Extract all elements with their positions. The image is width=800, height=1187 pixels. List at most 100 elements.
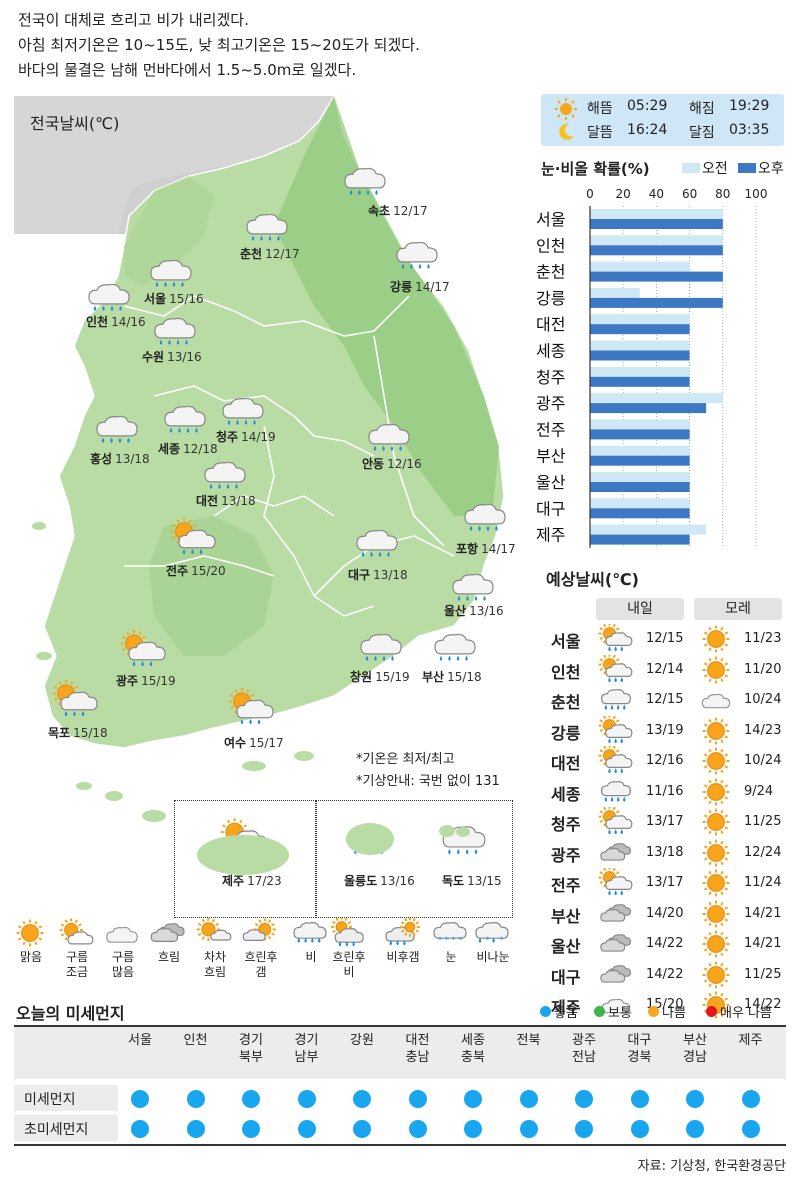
rain-icon [460,498,510,544]
partly-cloudy-rain-icon [118,630,168,676]
forecast-city: 청주 [551,815,581,834]
overcast-icon [598,899,634,933]
forecast-tomorrow-temp: 13/19 [646,722,684,738]
x-tick-label: 80 [715,187,730,201]
dust-region-header: 광주 전남 [572,1033,596,1065]
city-temp: 15/16 [169,292,204,306]
partly-cloudy-rain-icon [598,866,634,902]
forecast-city: 부산 [551,906,581,926]
svg-text:*: * [452,936,456,945]
city-label: 홍성 13/18 [90,450,150,467]
bar-am [590,393,723,404]
forecast-dayafter-temp: 11/23 [744,631,782,646]
legend-label: 비 [305,950,317,964]
forecast-city: 대전 [551,754,581,773]
island-temp: 13/15 [467,874,502,888]
dust-region-header: 강원 [350,1033,374,1048]
category-label: 부산 [536,447,566,466]
city-name: 인천 [86,315,109,329]
island-label: 울릉도 13/16 [344,872,415,889]
forecast-city: 제주 [551,998,581,1017]
dust-level-dot [575,1120,593,1138]
city-label: 안동 12/16 [362,455,422,472]
city-name: 부산 [422,670,445,684]
city-label: 여수 15/17 [224,734,284,751]
x-tick-label: 0 [586,187,594,201]
source-credit: 자료: 기상청, 한국환경공단 [637,1159,786,1174]
rain-icon [150,312,200,358]
city-name: 청주 [216,430,239,444]
dust-level-dot [408,1090,427,1108]
partly-cloudy-rain-icon [598,805,634,841]
city-temp: 15/18 [73,726,108,740]
island-name: 독도 [442,874,465,888]
category-label: 대구 [536,499,565,518]
dust-region-header: 부산 경남 [683,1033,707,1065]
forecast-tomorrow-temp: 12/15 [646,692,684,707]
forecast-dayafter-temp: 14/21 [744,905,782,921]
overcast-icon [148,918,188,952]
intro-line: 전국이 대체로 흐리고 비가 내리겠다. [18,11,249,29]
dust-level-dot [242,1120,260,1138]
forecast-dayafter-temp: 12/24 [744,844,782,860]
dust-legend-label: 좋음 [554,1006,578,1021]
jeju-island-shape [197,835,289,875]
cloudy-then-rain-icon [328,916,368,952]
rain-then-clear-icon [382,917,422,952]
dust-level-dot [242,1090,260,1108]
dust-row-label: 미세먼지 [24,1092,76,1108]
sunset-time: 19:29 [729,98,770,114]
dust-level-dot [464,1120,482,1138]
dust-level-dot [186,1120,205,1138]
forecast-tomorrow-temp: 12/14 [646,661,684,677]
city-temp: 14/16 [111,315,146,329]
svg-text:*: * [438,936,442,945]
dust-title: 오늘의 미세먼지 [16,1004,125,1023]
bar-pm [590,455,690,466]
sunny-icon [698,777,734,811]
category-label: 청주 [536,368,565,387]
dust-level-dot [464,1090,482,1108]
legend-label: 눈 [445,950,457,964]
note-info: *기상안내: 국번 없이 131 [356,774,500,789]
svg-text:*: * [445,936,449,945]
moonrise-time: 16:24 [627,122,668,138]
svg-text:*: * [486,936,490,945]
x-tick-label: 20 [616,187,631,201]
rain-or-snow-icon: * * [472,918,512,952]
bar-am [590,235,723,246]
forecast-dayafter-temp: 14/22 [744,997,782,1012]
bar-am [590,314,690,325]
forecast-tomorrow-temp: 13/18 [646,844,684,860]
overcast-icon [598,838,634,872]
forecast-title: 예상날씨(℃) [546,570,639,589]
sunrise-label: 해뜸 [587,101,613,117]
bar-pm [590,219,723,229]
category-label: 대전 [536,315,565,334]
island-label: 독도 13/15 [442,872,502,889]
dust-legend-dot [648,1006,659,1017]
dust-legend-label: 매우 나쁨 [720,1006,772,1021]
city-label: 목포 15/18 [48,724,108,741]
intro-line: 아침 최저기온은 10~15도, 낮 최고기온은 15~20도가 되겠다. [18,36,420,54]
city-name: 광주 [116,674,139,688]
city-name: 포항 [456,542,479,556]
legend-label: 비후갬 [386,950,420,964]
cloudy-icon [698,685,734,719]
city-temp: 13/18 [221,494,256,508]
city-temp: 13/16 [167,350,202,364]
snow-icon: * * * * [430,918,470,952]
forecast-tomorrow-temp: 13/17 [646,814,684,829]
city-label: 울산 13/16 [444,602,504,619]
bar-am [590,524,707,535]
dust-region-header: 전북 [516,1033,541,1048]
rain-icon [352,524,402,570]
x-tick-label: 100 [745,187,768,201]
city-label: 포항 14/17 [456,540,516,557]
legend-label: 맑음 [19,950,43,964]
forecast-city: 전주 [551,876,581,895]
city-name: 세종 [158,442,181,456]
sunny-icon [698,990,734,1024]
sun-moon-box: 해뜸 05:29 해짐 19:29 달뜸 16:24 달짐 03:35 [541,94,784,146]
